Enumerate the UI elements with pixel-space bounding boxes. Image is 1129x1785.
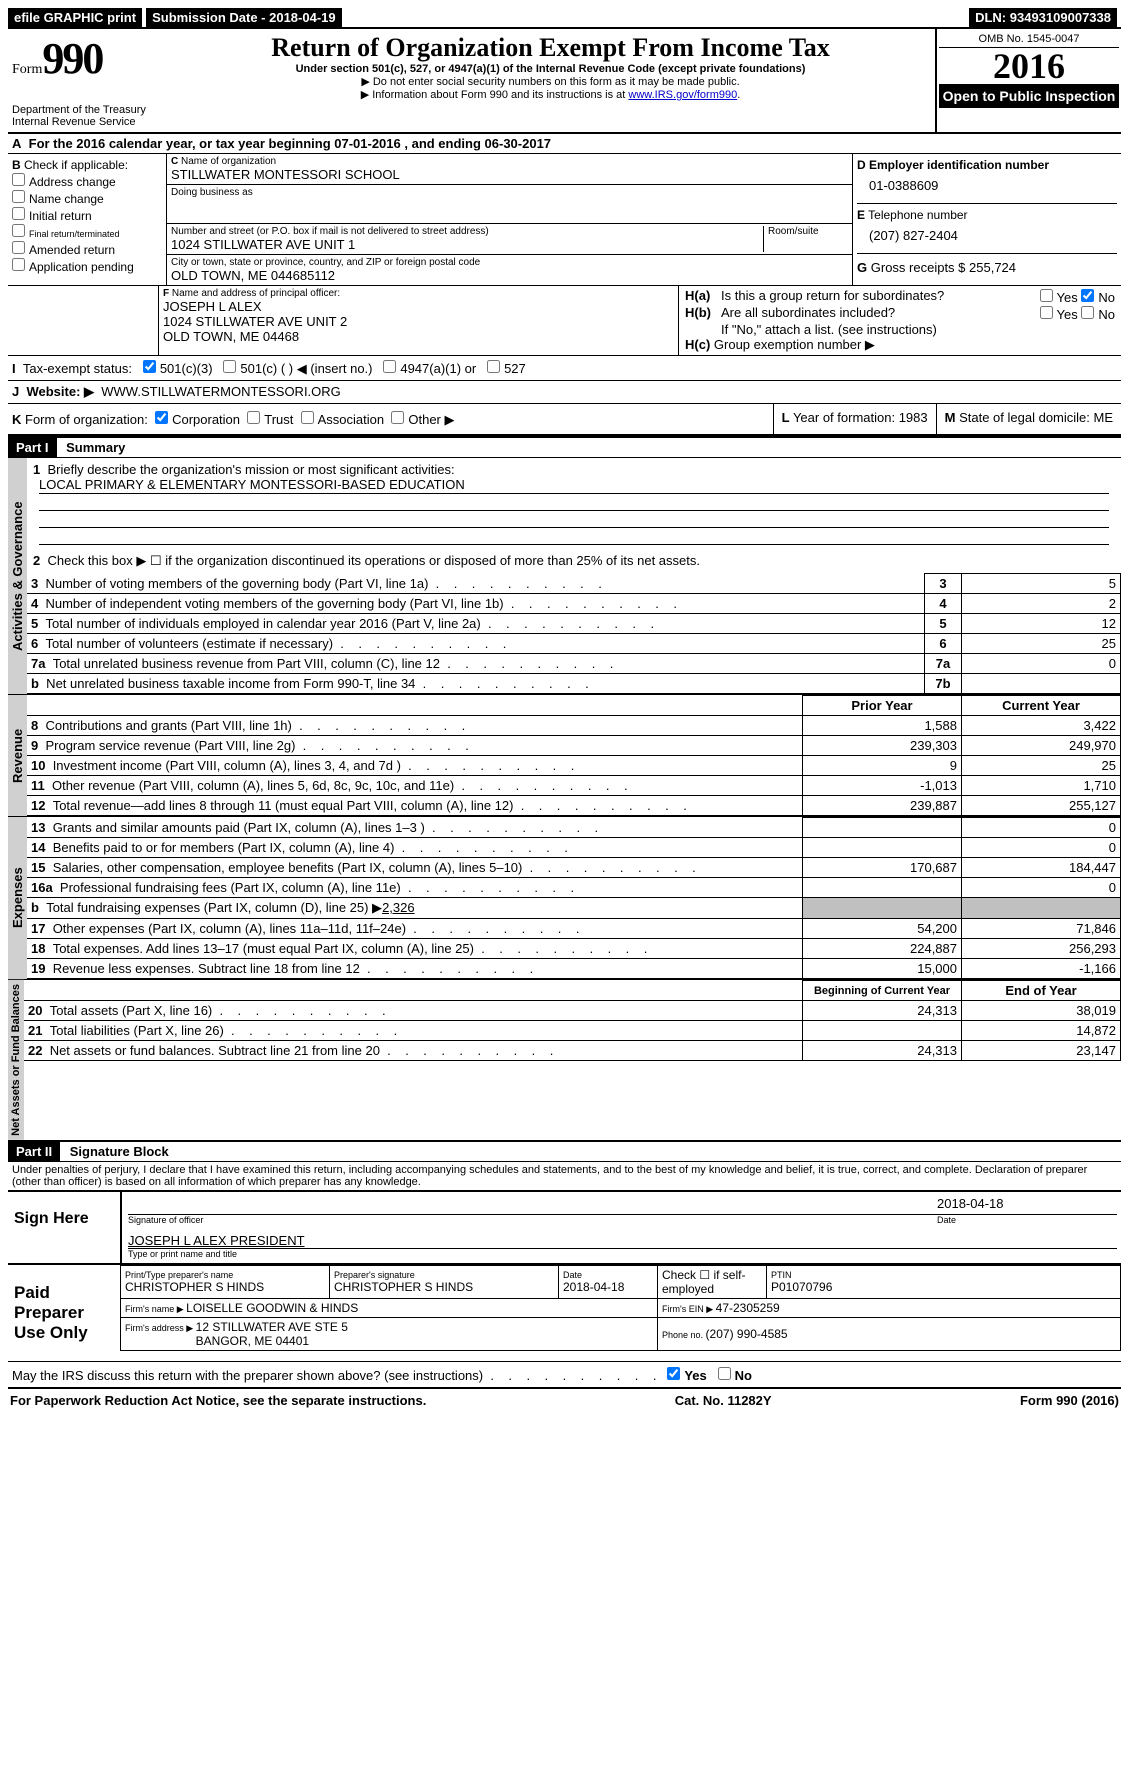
cb-501c[interactable] <box>223 360 236 373</box>
firm-name: LOISELLE GOODWIN & HINDS <box>186 1301 358 1315</box>
cb-application-pending[interactable] <box>12 258 25 271</box>
year-formation: 1983 <box>899 410 928 425</box>
vlabel-activities: Activities & Governance <box>8 458 27 694</box>
gross-receipts: 255,724 <box>969 260 1016 275</box>
topbar: efile GRAPHIC print Submission Date - 20… <box>8 8 1121 29</box>
table-revenue: Prior YearCurrent Year 8 Contributions a… <box>27 695 1121 816</box>
cb-hb-yes[interactable] <box>1040 306 1053 319</box>
preparer-date: 2018-04-18 <box>563 1280 653 1294</box>
cb-ha-no[interactable] <box>1081 289 1094 302</box>
part1-header: Part I Summary <box>8 436 1121 458</box>
section-c: C Name of organization STILLWATER MONTES… <box>167 154 853 285</box>
section-j: J Website: ▶ WWW.STILLWATERMONTESSORI.OR… <box>8 381 1121 404</box>
section-k: K Form of organization: Corporation Trus… <box>8 404 773 434</box>
form-subtitle3: ▶ Information about Form 990 and its ins… <box>170 88 931 101</box>
cb-initial-return[interactable] <box>12 207 25 220</box>
cb-trust[interactable] <box>247 411 260 424</box>
cb-address-change[interactable] <box>12 173 25 186</box>
cb-527[interactable] <box>487 360 500 373</box>
irs-link[interactable]: www.IRS.gov/form990 <box>628 89 737 101</box>
firm-ein: 47-2305259 <box>716 1301 780 1315</box>
discuss-row: May the IRS discuss this return with the… <box>8 1361 1121 1387</box>
table-activities: 3 Number of voting members of the govern… <box>27 573 1121 694</box>
city-state-zip: OLD TOWN, ME 044685112 <box>171 268 848 283</box>
org-name: STILLWATER MONTESSORI SCHOOL <box>171 167 848 182</box>
cb-corporation[interactable] <box>155 411 168 424</box>
section-a: A For the 2016 calendar year, or tax yea… <box>8 134 1121 154</box>
sign-here-label: Sign Here <box>8 1192 120 1263</box>
section-i: I Tax-exempt status: 501(c)(3) 501(c) ( … <box>8 356 1121 381</box>
cb-name-change[interactable] <box>12 190 25 203</box>
part2-header: Part II Signature Block <box>8 1140 1121 1162</box>
table-expenses: 13 Grants and similar amounts paid (Part… <box>27 817 1121 979</box>
table-netassets: Beginning of Current YearEnd of Year 20 … <box>24 980 1121 1061</box>
cb-hb-no[interactable] <box>1081 306 1094 319</box>
omb-number: 1545-0047 <box>1027 33 1080 45</box>
firm-addr1: 12 STILLWATER AVE STE 5 <box>196 1320 348 1334</box>
street-address: 1024 STILLWATER AVE UNIT 1 <box>171 237 763 252</box>
footer: For Paperwork Reduction Act Notice, see … <box>8 1387 1121 1412</box>
preparer-signature: CHRISTOPHER S HINDS <box>334 1280 554 1294</box>
fundraising-total: 2,326 <box>382 900 415 915</box>
vlabel-revenue: Revenue <box>8 695 27 816</box>
cb-other[interactable] <box>391 411 404 424</box>
dept-line1: Department of the Treasury <box>12 104 162 116</box>
form-subtitle1: Under section 501(c), 527, or 4947(a)(1)… <box>170 63 931 75</box>
officer-printed-name: JOSEPH L ALEX PRESIDENT <box>128 1233 305 1248</box>
mission-text: LOCAL PRIMARY & ELEMENTARY MONTESSORI-BA… <box>39 477 1109 494</box>
cb-final-return[interactable] <box>12 224 25 237</box>
submission-chip: Submission Date - 2018-04-19 <box>146 8 342 27</box>
firm-phone: (207) 990-4585 <box>706 1327 788 1341</box>
phone: (207) 827-2404 <box>857 222 1117 243</box>
cb-association[interactable] <box>301 411 314 424</box>
tax-year: 2016 <box>939 48 1119 84</box>
preparer-table: Print/Type preparer's nameCHRISTOPHER S … <box>120 1265 1121 1351</box>
cb-4947[interactable] <box>383 360 396 373</box>
ein: 01-0388609 <box>857 172 1117 193</box>
cb-amended-return[interactable] <box>12 241 25 254</box>
section-h: H(a) Is this a group return for subordin… <box>679 286 1121 355</box>
firm-addr2: BANGOR, ME 04401 <box>196 1334 309 1348</box>
vlabel-netassets: Net Assets or Fund Balances <box>8 980 24 1140</box>
preparer-name: CHRISTOPHER S HINDS <box>125 1280 325 1294</box>
website: WWW.STILLWATERMONTESSORI.ORG <box>101 384 341 399</box>
section-f: F Name and address of principal officer:… <box>159 286 679 355</box>
sig-date: 2018-04-18 <box>929 1196 1117 1215</box>
form-header: Form990 Department of the Treasury Inter… <box>8 29 1121 134</box>
dept-line2: Internal Revenue Service <box>12 116 162 128</box>
cb-ha-yes[interactable] <box>1040 289 1053 302</box>
form-subtitle2: ▶ Do not enter social security numbers o… <box>170 75 931 88</box>
form-word: Form <box>12 62 42 77</box>
cb-501c3[interactable] <box>143 360 156 373</box>
section-b: B Check if applicable: Address change Na… <box>8 154 167 285</box>
cb-discuss-yes[interactable] <box>667 1367 680 1380</box>
ptin: P01070796 <box>771 1280 1116 1294</box>
form-number: 990 <box>42 34 102 83</box>
form-title: Return of Organization Exempt From Incom… <box>170 33 931 63</box>
dln-chip: DLN: 93493109007338 <box>969 8 1117 27</box>
cb-discuss-no[interactable] <box>718 1367 731 1380</box>
vlabel-expenses: Expenses <box>8 817 27 979</box>
efile-chip: efile GRAPHIC print <box>8 8 142 27</box>
state-domicile: ME <box>1094 410 1114 425</box>
open-to-public: Open to Public Inspection <box>939 84 1119 108</box>
perjury-statement: Under penalties of perjury, I declare th… <box>8 1162 1121 1190</box>
officer-name: JOSEPH L ALEX <box>163 299 674 314</box>
paid-preparer-label: Paid Preparer Use Only <box>8 1265 120 1361</box>
